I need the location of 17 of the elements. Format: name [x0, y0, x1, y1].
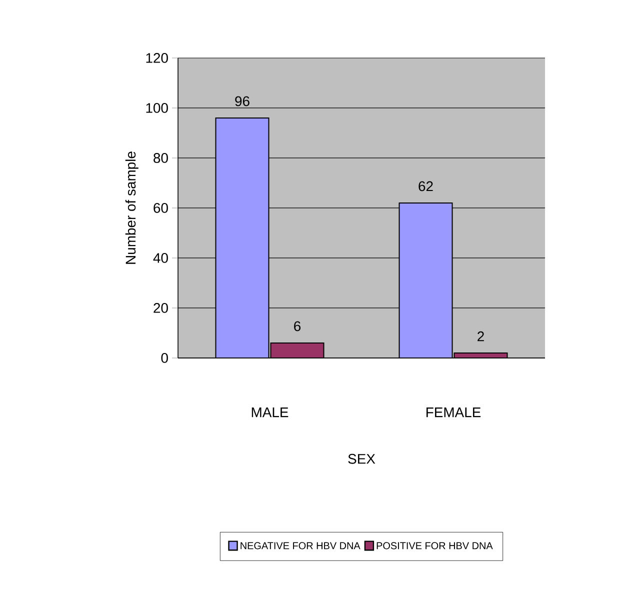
x-tick-label: FEMALE [426, 408, 481, 418]
y-tick-label: 20 [154, 303, 168, 313]
data-label: 2 [478, 331, 484, 342]
y-tick-label: 80 [154, 153, 168, 163]
legend-label: POSITIVE FOR HBV DNA [376, 542, 493, 550]
y-tick-label: 0 [161, 353, 168, 363]
data-label: 6 [294, 321, 301, 332]
x-axis-title: SEX [348, 454, 376, 464]
y-tick-label: 100 [146, 103, 168, 113]
y-axis-title: Number of sample [125, 152, 138, 264]
y-tick-label: 60 [154, 203, 168, 213]
x-tick-label: MALE [252, 408, 288, 418]
y-tick-label: 120 [146, 53, 168, 63]
legend-label: NEGATIVE FOR HBV DNA [240, 542, 360, 550]
data-label: 96 [235, 96, 250, 106]
y-tick-label: 40 [153, 253, 168, 263]
data-label: 62 [418, 181, 433, 192]
